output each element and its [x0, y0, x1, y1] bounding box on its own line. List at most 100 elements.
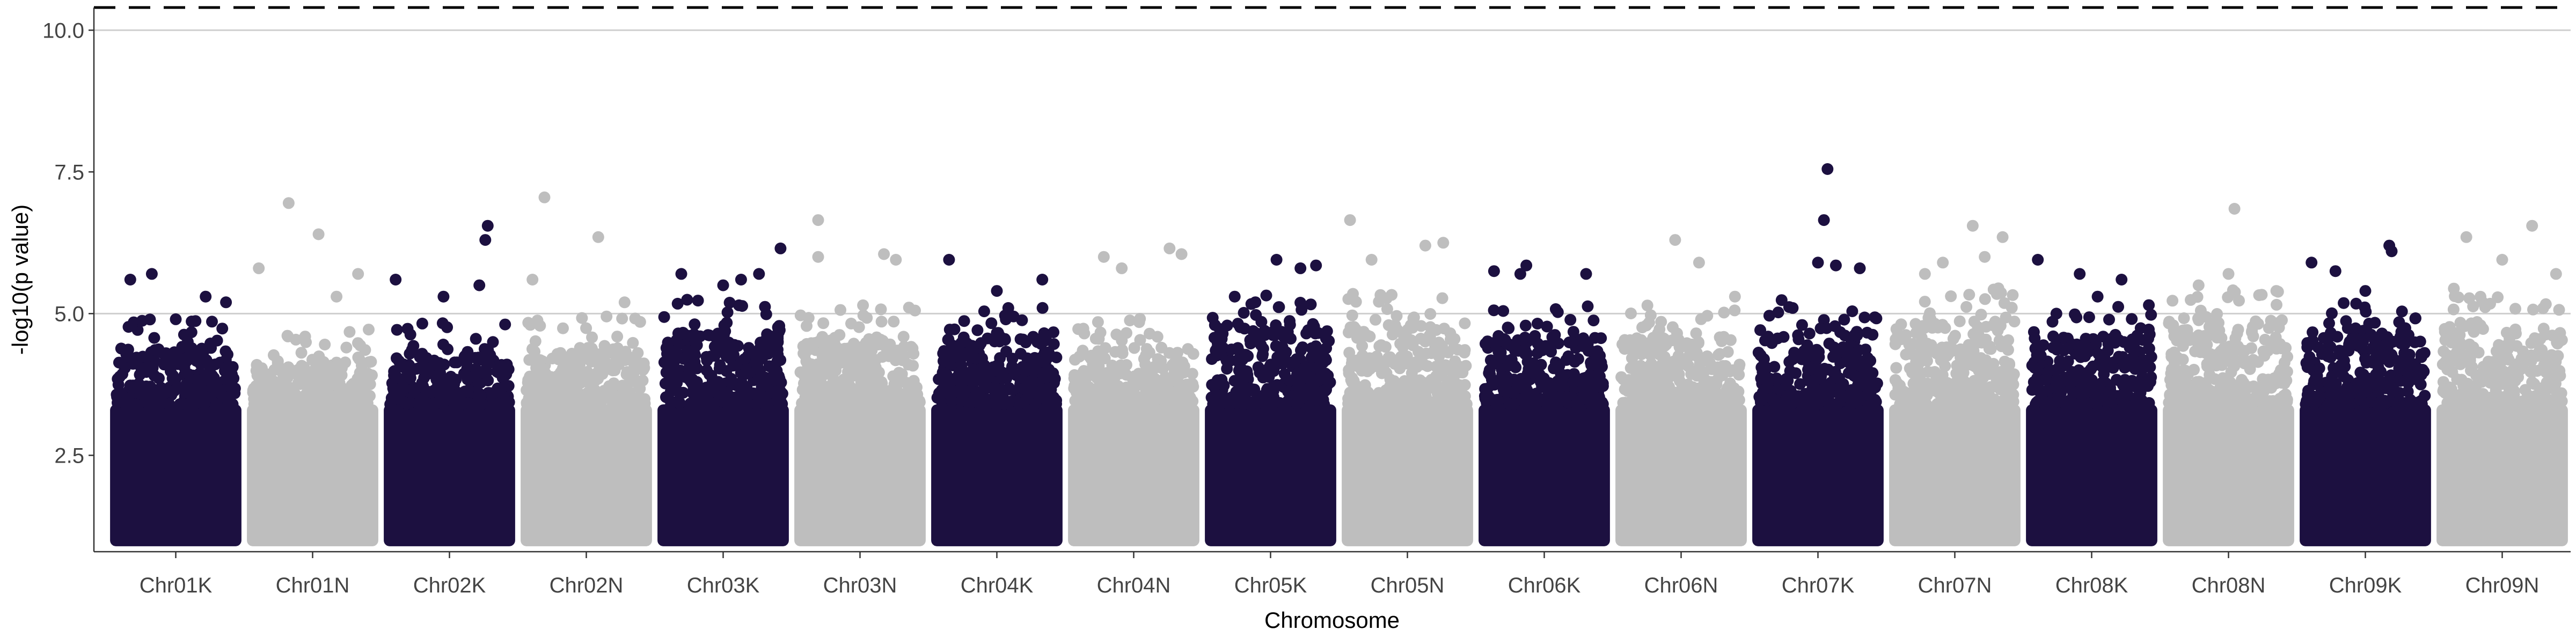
peak-point [1294, 262, 1307, 274]
point [122, 321, 135, 333]
point [817, 317, 830, 330]
point [1069, 369, 1081, 381]
point [401, 323, 414, 335]
dense-points-Chr04N [1068, 404, 1199, 546]
point [2323, 317, 2335, 330]
point [2360, 305, 2372, 318]
point [1538, 372, 1550, 384]
point [206, 358, 218, 371]
point [659, 377, 671, 390]
point [773, 398, 786, 411]
point [883, 350, 895, 362]
point [301, 378, 313, 391]
point [332, 358, 344, 370]
point [1134, 334, 1146, 346]
peak-point [1437, 237, 1450, 249]
point [1861, 389, 1874, 401]
point [1864, 374, 1876, 386]
point [574, 346, 587, 358]
point [527, 379, 539, 392]
point [1567, 326, 1579, 338]
point [1755, 361, 1768, 374]
point [1287, 356, 1300, 368]
point [1459, 379, 1471, 391]
point [660, 367, 672, 378]
point [1373, 296, 1385, 308]
point [621, 350, 634, 362]
series-Chr06N [1615, 234, 1747, 546]
point [319, 339, 331, 350]
point [1636, 321, 1649, 334]
point [2369, 317, 2381, 329]
point [823, 354, 835, 367]
dense-points-Chr05N [1342, 404, 1473, 546]
point [845, 350, 857, 363]
point [2126, 313, 2138, 325]
point [1269, 396, 1281, 408]
point [2164, 374, 2176, 386]
point [1966, 352, 1978, 364]
point [435, 390, 448, 402]
point [1048, 338, 1060, 350]
point [1565, 336, 1578, 349]
point [2194, 346, 2207, 358]
point [2500, 326, 2513, 339]
point [462, 373, 474, 385]
point [1391, 310, 1403, 322]
point [1039, 356, 1051, 369]
point [2200, 311, 2212, 323]
point [1396, 379, 1408, 391]
point [2211, 393, 2223, 406]
point [759, 371, 771, 384]
dense-points-Chr01N [247, 404, 378, 546]
point [479, 364, 491, 377]
dense-points-Chr03K [657, 404, 789, 546]
point [1999, 365, 2011, 378]
point [1853, 344, 1865, 356]
dense-points-Chr06K [1479, 404, 1610, 546]
point [1452, 343, 1464, 356]
point [164, 365, 177, 377]
peak-point [1966, 219, 1979, 232]
point [2138, 398, 2150, 411]
point [1226, 393, 1238, 406]
point [1783, 301, 1795, 313]
point [178, 328, 190, 341]
point [1356, 364, 1368, 377]
point [1486, 378, 1498, 391]
point [1652, 327, 1664, 340]
peak-point [1310, 259, 1322, 272]
point [1245, 298, 1257, 310]
point [976, 352, 988, 364]
peak-point [145, 268, 158, 280]
peak-point [774, 242, 787, 254]
point [2192, 396, 2204, 408]
point [2402, 385, 2414, 398]
point [2069, 308, 2081, 320]
point [2112, 301, 2124, 313]
point [479, 343, 491, 355]
point [340, 341, 353, 354]
point [1536, 344, 1548, 356]
point [422, 368, 434, 380]
point [1582, 300, 1594, 312]
point [1615, 371, 1628, 383]
point [2399, 322, 2411, 334]
dense-points-Chr09N [2436, 404, 2568, 546]
peak-point [2192, 279, 2205, 291]
point [1524, 362, 1536, 375]
peak-point [991, 285, 1003, 297]
point [906, 342, 919, 355]
point [449, 389, 462, 401]
point [2039, 398, 2051, 411]
point [1624, 334, 1636, 346]
point [406, 343, 418, 356]
point [960, 347, 972, 360]
peak-point [312, 228, 325, 240]
point [872, 339, 884, 350]
point [315, 396, 327, 408]
point [193, 349, 206, 361]
point [1810, 352, 1823, 364]
point [1913, 339, 1926, 352]
point [759, 301, 771, 313]
